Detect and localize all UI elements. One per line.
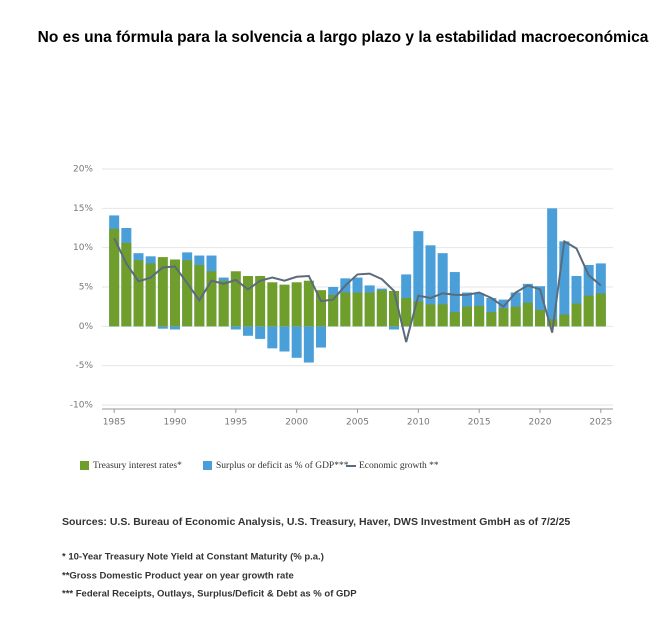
x-tick-label: 2010 xyxy=(407,418,430,428)
legend-label: Treasury interest rates* xyxy=(93,461,182,471)
note: **Gross Domestic Product year on year gr… xyxy=(62,571,294,582)
y-tick-label: 20% xyxy=(73,165,93,175)
note: *** Federal Receipts, Outlays, Surplus/D… xyxy=(62,589,357,600)
bar xyxy=(279,326,290,352)
bar xyxy=(194,264,205,327)
bar xyxy=(401,298,412,327)
bar xyxy=(413,231,424,327)
x-tick-label: 2015 xyxy=(468,418,491,428)
x-tick-label: 2020 xyxy=(529,418,552,428)
y-tick-label: -10% xyxy=(70,401,94,411)
bar xyxy=(474,305,485,327)
bar xyxy=(157,257,168,327)
bar xyxy=(559,241,570,327)
bar xyxy=(364,292,375,327)
y-tick-label: 10% xyxy=(73,243,93,253)
bar xyxy=(267,282,278,327)
x-tick-label: 1985 xyxy=(103,418,126,428)
bar xyxy=(352,292,363,327)
bar xyxy=(510,306,521,327)
bar xyxy=(547,208,558,327)
bar xyxy=(547,319,558,327)
bar xyxy=(571,275,582,327)
bar xyxy=(170,326,180,330)
bar xyxy=(182,260,193,327)
x-tick-label: 1995 xyxy=(224,418,247,428)
bar xyxy=(267,326,278,349)
bar xyxy=(255,326,266,339)
bar xyxy=(425,304,436,327)
bar xyxy=(535,309,545,327)
bar xyxy=(449,312,460,327)
bar xyxy=(522,302,533,327)
x-tick-label: 2005 xyxy=(346,418,369,428)
bar xyxy=(498,308,509,327)
y-tick-label: -5% xyxy=(75,361,93,371)
bar xyxy=(571,303,582,327)
bar xyxy=(255,275,266,327)
y-tick-label: 15% xyxy=(73,204,93,214)
bar xyxy=(133,260,144,327)
bar xyxy=(230,271,241,327)
bar xyxy=(157,326,168,329)
bar xyxy=(316,326,326,348)
bar xyxy=(340,292,351,327)
legend-swatch xyxy=(203,461,212,470)
bar xyxy=(583,295,594,327)
bar xyxy=(425,245,436,327)
bar xyxy=(328,294,339,327)
bar xyxy=(535,286,545,327)
x-tick-label: 1990 xyxy=(164,418,187,428)
line xyxy=(113,237,602,343)
bar xyxy=(243,275,253,327)
bar xyxy=(437,253,448,327)
bar xyxy=(291,326,302,358)
y-tick-label: 0% xyxy=(79,322,94,332)
bar xyxy=(449,272,460,327)
bar xyxy=(243,326,253,336)
note: * 10-Year Treasury Note Yield at Constan… xyxy=(62,552,324,563)
bar xyxy=(437,304,448,327)
y-tick-label: 5% xyxy=(79,283,94,293)
bar xyxy=(230,326,241,330)
legend-swatch xyxy=(80,461,89,470)
x-tick-label: 2000 xyxy=(285,418,308,428)
bar xyxy=(595,293,606,327)
legend-label: Surplus or deficit as % of GDP*** xyxy=(216,460,349,471)
bar xyxy=(389,326,399,330)
chart-title: No es una fórmula para la solvencia a la… xyxy=(38,29,649,46)
bar xyxy=(279,284,290,327)
source: Sources: U.S. Bureau of Economic Analysi… xyxy=(62,516,570,528)
bar xyxy=(376,290,387,327)
bar xyxy=(559,314,570,327)
bar xyxy=(486,312,497,327)
bar xyxy=(303,326,314,363)
bar xyxy=(218,280,229,327)
bar xyxy=(462,306,472,327)
bar xyxy=(170,259,180,327)
bar xyxy=(145,263,156,327)
bar xyxy=(121,242,132,327)
bar xyxy=(206,271,217,327)
bar xyxy=(389,290,399,327)
bar xyxy=(316,290,326,327)
bar xyxy=(303,280,314,327)
bar xyxy=(109,228,120,327)
legend-label: Economic growth ** xyxy=(359,461,439,471)
bar xyxy=(291,282,302,327)
x-tick-label: 2025 xyxy=(589,418,612,428)
bar xyxy=(413,301,424,327)
